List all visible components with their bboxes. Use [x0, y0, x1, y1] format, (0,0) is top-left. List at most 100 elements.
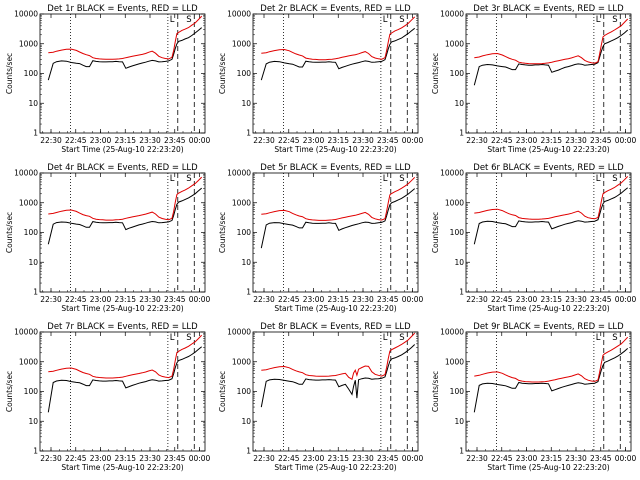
plot-frame — [39, 172, 206, 293]
y-tick-label: 10000 — [440, 328, 464, 337]
x-axis-label: Start Time (25-Aug-10 22:23:20) — [274, 463, 396, 472]
x-axis-label: Start Time (25-Aug-10 22:23:20) — [61, 145, 183, 154]
y-tick-label: 1 — [459, 129, 464, 138]
panel-title: Det 5r BLACK = Events, RED = LLD — [260, 163, 411, 173]
x-tick-label: 23:45 — [164, 454, 186, 463]
y-tick-label: 1 — [459, 288, 464, 297]
marker-label: L — [383, 333, 388, 343]
x-tick-label: 23:30 — [352, 295, 374, 304]
events-series-line — [473, 187, 629, 245]
y-tick-label: 1 — [33, 288, 38, 297]
y-tick-label: 100 — [237, 387, 252, 396]
y-tick-label: 1000 — [445, 357, 464, 366]
x-axis-label: Start Time (25-Aug-10 22:23:20) — [61, 463, 183, 472]
y-tick-label: 10 — [241, 417, 251, 426]
panel-title: Det 1r BLACK = Events, RED = LLD — [47, 4, 198, 14]
marker-label: L — [596, 333, 601, 343]
y-axis-label: Counts/sec — [5, 53, 14, 94]
plot-frame — [465, 172, 632, 293]
lld-series-line — [474, 176, 629, 220]
y-tick-label: 10 — [28, 99, 38, 108]
x-axis-label: Start Time (25-Aug-10 22:23:20) — [274, 145, 396, 154]
y-tick-label: 10000 — [440, 169, 464, 178]
x-tick-label: 00:00 — [615, 136, 637, 145]
y-tick-label: 10 — [28, 258, 38, 267]
events-series-line — [47, 187, 203, 245]
y-tick-label: 1000 — [232, 357, 251, 366]
panel-5: Det 5r BLACK = Events, RED = LLD 1 10 100 10… — [218, 163, 424, 313]
x-tick-label: 22:30 — [253, 454, 275, 463]
y-tick-label: 1000 — [19, 357, 38, 366]
marker-label: L — [383, 174, 388, 184]
y-tick-label: 1000 — [445, 39, 464, 48]
x-axis-label: Start Time (25-Aug-10 22:23:20) — [61, 304, 183, 313]
x-tick-label: 22:30 — [466, 136, 488, 145]
marker-label: L — [170, 15, 175, 25]
x-tick-label: 23:00 — [303, 454, 325, 463]
y-tick-label: 10 — [241, 99, 251, 108]
y-tick-label: 1000 — [232, 39, 251, 48]
y-axis-label: Counts/sec — [431, 53, 440, 94]
x-tick-label: 22:30 — [40, 295, 62, 304]
x-tick-label: 23:30 — [139, 136, 161, 145]
x-tick-label: 23:45 — [377, 295, 399, 304]
events-series-line — [260, 27, 416, 81]
lld-series-line — [48, 15, 203, 60]
x-tick-label: 22:30 — [40, 136, 62, 145]
y-tick-label: 1 — [246, 129, 251, 138]
y-tick-label: 1000 — [19, 39, 38, 48]
y-axis-label: Counts/sec — [431, 212, 440, 253]
x-tick-label: 23:00 — [303, 295, 325, 304]
marker-label: S — [186, 15, 191, 25]
x-tick-label: 22:45 — [278, 295, 300, 304]
x-tick-label: 23:15 — [114, 454, 136, 463]
x-tick-label: 23:15 — [114, 136, 136, 145]
x-tick-label: 23:45 — [164, 295, 186, 304]
panel-title: Det 9r BLACK = Events, RED = LLD — [473, 322, 624, 332]
x-tick-label: 00:00 — [189, 295, 211, 304]
panel-3: Det 3r BLACK = Events, RED = LLD 1 10 100 10… — [431, 4, 637, 154]
x-tick-label: 23:00 — [516, 295, 538, 304]
y-axis-label: Counts/sec — [5, 371, 14, 412]
x-tick-label: 23:15 — [327, 136, 349, 145]
panel-2: Det 2r BLACK = Events, RED = LLD 1 10 100 10… — [218, 4, 424, 154]
marker-label: S — [399, 174, 404, 184]
marker-label: L — [596, 174, 601, 184]
x-tick-label: 23:15 — [327, 454, 349, 463]
panel-4: Det 4r BLACK = Events, RED = LLD 1 10 100 10… — [5, 163, 211, 313]
y-axis-label: Counts/sec — [218, 53, 227, 94]
x-tick-label: 23:45 — [164, 136, 186, 145]
x-tick-label: 23:30 — [139, 295, 161, 304]
y-axis-label: Counts/sec — [5, 212, 14, 253]
marker-label: S — [186, 174, 191, 184]
x-tick-label: 00:00 — [615, 454, 637, 463]
marker-label: L — [170, 174, 175, 184]
panel-9: Det 9r BLACK = Events, RED = LLD 1 10 100 10… — [431, 322, 637, 472]
x-tick-label: 22:45 — [491, 136, 513, 145]
x-tick-label: 23:15 — [540, 454, 562, 463]
marker-label: S — [186, 333, 191, 343]
x-tick-label: 22:45 — [278, 136, 300, 145]
y-tick-label: 1000 — [19, 198, 38, 207]
x-tick-label: 00:00 — [615, 295, 637, 304]
x-axis-label: Start Time (25-Aug-10 22:23:20) — [487, 463, 609, 472]
y-tick-label: 1 — [246, 288, 251, 297]
x-tick-label: 22:30 — [253, 136, 275, 145]
y-tick-label: 1000 — [445, 198, 464, 207]
x-tick-label: 22:30 — [466, 454, 488, 463]
x-tick-label: 23:00 — [90, 136, 112, 145]
panel-7: Det 7r BLACK = Events, RED = LLD 1 10 100 10… — [5, 322, 211, 472]
x-tick-label: 23:00 — [90, 295, 112, 304]
x-tick-label: 23:00 — [303, 136, 325, 145]
x-axis-label: Start Time (25-Aug-10 22:23:20) — [274, 304, 396, 313]
x-tick-label: 23:45 — [590, 454, 612, 463]
x-tick-label: 22:45 — [65, 136, 87, 145]
lld-series-line — [48, 176, 203, 221]
y-tick-label: 10 — [454, 258, 464, 267]
events-series-line — [47, 346, 203, 413]
x-tick-label: 23:45 — [377, 136, 399, 145]
y-tick-label: 10000 — [14, 169, 38, 178]
y-tick-label: 10000 — [14, 328, 38, 337]
y-tick-label: 10000 — [14, 10, 38, 19]
